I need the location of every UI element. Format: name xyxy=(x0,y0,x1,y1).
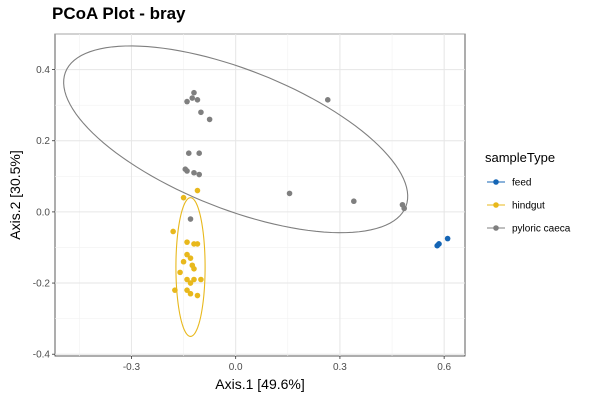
ellipse-pyloric-caeca xyxy=(63,45,409,234)
y-axis-title: Axis.2 [30.5%] xyxy=(7,150,23,240)
point-pyloric-caeca xyxy=(286,190,293,197)
legend-item-label: pyloric caeca xyxy=(512,224,571,235)
point-pyloric-caeca xyxy=(198,109,204,116)
ellipse-hindgut xyxy=(175,197,206,337)
point-hindgut xyxy=(180,258,187,265)
y-tick-label: 0.4 xyxy=(36,65,50,76)
point-hindgut xyxy=(187,255,194,261)
point-hindgut xyxy=(191,266,197,272)
point-pyloric-caeca xyxy=(191,89,197,96)
point-hindgut xyxy=(184,239,190,245)
point-hindgut xyxy=(177,269,183,276)
legend-key-point xyxy=(493,179,499,185)
legend-title: sampleType xyxy=(485,150,555,165)
chart-title: PCoA Plot - bray xyxy=(52,4,186,23)
point-pyloric-caeca xyxy=(324,97,331,103)
legend-item-label: feed xyxy=(512,178,531,189)
point-hindgut xyxy=(191,276,197,283)
point-pyloric-caeca xyxy=(206,116,213,123)
point-layer xyxy=(170,89,451,299)
x-axis-title: Axis.1 [49.6%] xyxy=(215,376,305,392)
point-hindgut xyxy=(194,187,201,194)
plot-panel xyxy=(54,33,466,357)
legend-item-label: hindgut xyxy=(512,201,545,212)
x-tick-label: 0.6 xyxy=(437,362,451,373)
point-pyloric-caeca xyxy=(196,171,202,178)
point-hindgut xyxy=(170,228,176,235)
point-pyloric-caeca xyxy=(401,205,407,212)
point-hindgut xyxy=(198,276,204,283)
point-hindgut xyxy=(194,292,201,299)
y-tick-label: -0.4 xyxy=(33,350,51,361)
tick-layer: -0.3 0.0 0.3 0.6 -0.4 -0.2 0.0 0.2 0.4 xyxy=(33,65,452,373)
point-pyloric-caeca xyxy=(184,168,190,174)
point-hindgut xyxy=(184,276,190,283)
ellipse-layer xyxy=(63,45,409,337)
point-pyloric-caeca xyxy=(194,97,201,103)
point-hindgut xyxy=(194,241,201,247)
legend-key-point xyxy=(493,225,499,231)
point-pyloric-caeca xyxy=(187,216,194,222)
point-hindgut xyxy=(184,251,190,258)
x-tick-label: -0.3 xyxy=(123,362,141,373)
y-tick-label: -0.2 xyxy=(33,279,51,290)
y-tick-label: 0.2 xyxy=(36,136,50,147)
x-tick-label: 0.3 xyxy=(333,362,347,373)
point-hindgut xyxy=(172,287,178,293)
legend-key-point xyxy=(493,202,499,208)
x-tick-label: 0.0 xyxy=(229,362,243,373)
legend: sampleType feed hindgut pyloric caeca xyxy=(485,150,571,235)
point-pyloric-caeca xyxy=(351,198,357,205)
y-tick-label: 0.0 xyxy=(36,207,50,218)
grid-layer xyxy=(55,33,465,356)
point-pyloric-caeca xyxy=(196,150,202,156)
point-feed xyxy=(436,241,442,247)
point-pyloric-caeca xyxy=(185,150,192,156)
point-pyloric-caeca xyxy=(191,169,197,176)
point-hindgut xyxy=(187,280,194,286)
point-pyloric-caeca xyxy=(189,95,196,101)
point-pyloric-caeca xyxy=(184,98,190,105)
point-feed xyxy=(444,235,451,242)
point-hindgut xyxy=(187,290,194,297)
point-hindgut xyxy=(180,194,187,201)
point-hindgut xyxy=(184,287,190,293)
